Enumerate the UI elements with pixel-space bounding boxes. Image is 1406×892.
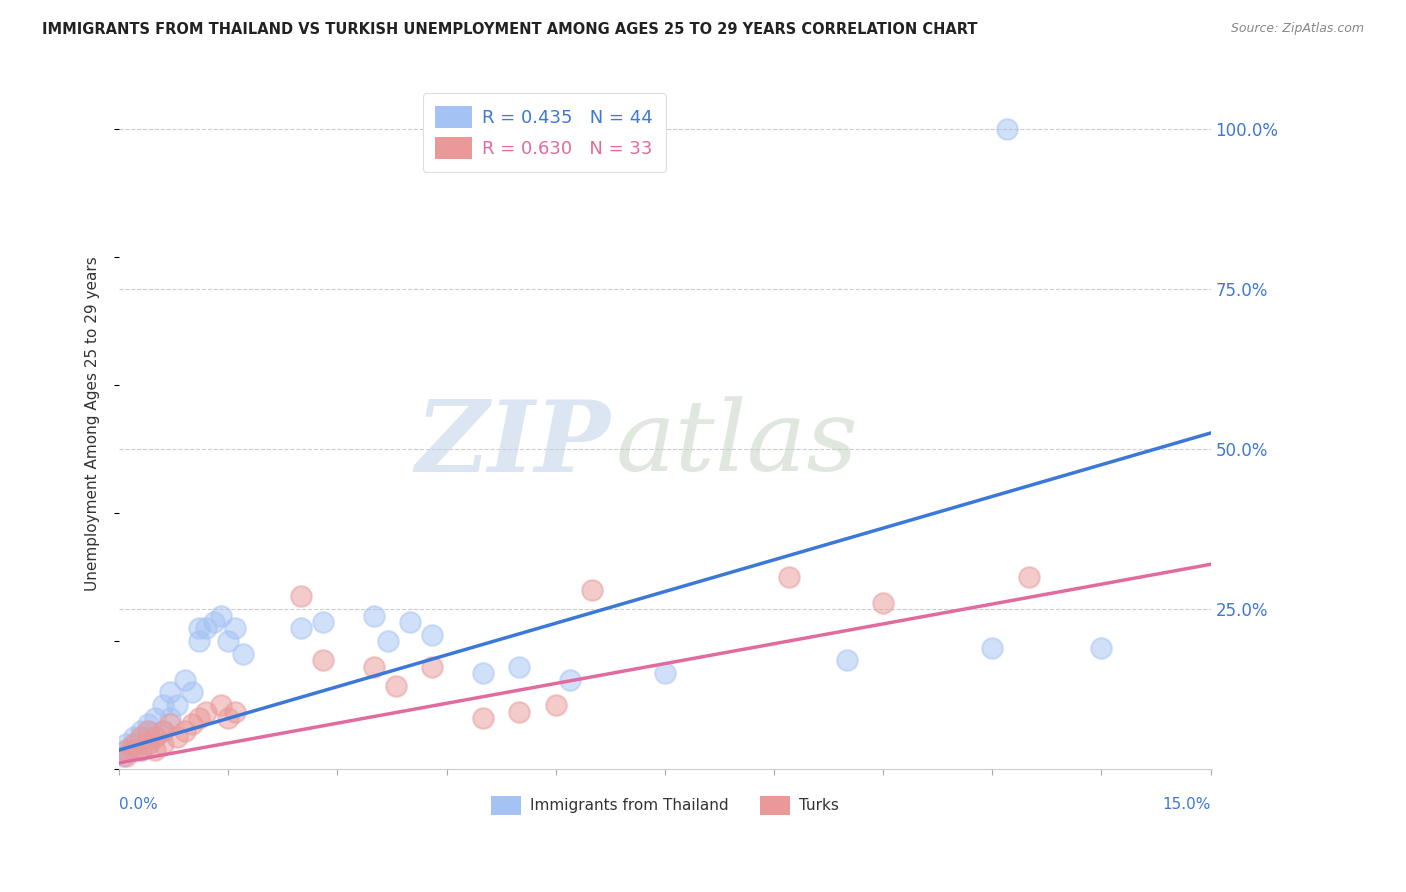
Point <box>471 711 494 725</box>
Point <box>508 705 530 719</box>
Point <box>217 634 239 648</box>
Point <box>173 673 195 687</box>
Point <box>544 698 567 713</box>
Point <box>384 679 406 693</box>
Point <box>115 743 138 757</box>
Point <box>129 743 152 757</box>
Point <box>136 737 159 751</box>
Text: 15.0%: 15.0% <box>1163 797 1211 812</box>
Point <box>995 121 1018 136</box>
Point <box>111 749 134 764</box>
Point <box>145 731 167 745</box>
Point <box>145 731 167 745</box>
Point <box>290 590 312 604</box>
Point <box>115 749 138 764</box>
Text: 0.0%: 0.0% <box>120 797 157 812</box>
Point <box>122 737 145 751</box>
Point <box>152 737 174 751</box>
Point <box>115 743 138 757</box>
Point <box>136 723 159 738</box>
Point <box>654 666 676 681</box>
Point <box>115 737 138 751</box>
Point <box>581 582 603 597</box>
Point <box>312 615 335 629</box>
Point <box>118 743 141 757</box>
Point <box>224 705 246 719</box>
Point <box>180 717 202 731</box>
Point <box>872 596 894 610</box>
Point <box>420 628 443 642</box>
Point <box>471 666 494 681</box>
Point <box>377 634 399 648</box>
Legend: Immigrants from Thailand, Turks: Immigrants from Thailand, Turks <box>481 787 848 824</box>
Point <box>127 737 149 751</box>
Text: IMMIGRANTS FROM THAILAND VS TURKISH UNEMPLOYMENT AMONG AGES 25 TO 29 YEARS CORRE: IMMIGRANTS FROM THAILAND VS TURKISH UNEM… <box>42 22 977 37</box>
Point <box>224 621 246 635</box>
Point <box>159 717 181 731</box>
Point <box>363 608 385 623</box>
Point <box>188 711 211 725</box>
Point <box>399 615 422 629</box>
Point <box>312 653 335 667</box>
Point <box>195 621 218 635</box>
Y-axis label: Unemployment Among Ages 25 to 29 years: Unemployment Among Ages 25 to 29 years <box>86 256 100 591</box>
Point <box>122 737 145 751</box>
Point <box>188 621 211 635</box>
Text: atlas: atlas <box>616 396 859 491</box>
Point <box>166 731 188 745</box>
Point <box>180 685 202 699</box>
Point <box>129 731 152 745</box>
Point <box>981 640 1004 655</box>
Point <box>1090 640 1112 655</box>
Point <box>122 743 145 757</box>
Point <box>232 647 254 661</box>
Point <box>145 711 167 725</box>
Point <box>508 660 530 674</box>
Point <box>159 685 181 699</box>
Point <box>152 723 174 738</box>
Point <box>129 743 152 757</box>
Point <box>835 653 858 667</box>
Point <box>560 673 582 687</box>
Point <box>420 660 443 674</box>
Point <box>136 717 159 731</box>
Point <box>145 743 167 757</box>
Text: Source: ZipAtlas.com: Source: ZipAtlas.com <box>1230 22 1364 36</box>
Point <box>173 723 195 738</box>
Point <box>188 634 211 648</box>
Text: ZIP: ZIP <box>415 396 610 492</box>
Point <box>217 711 239 725</box>
Point <box>159 711 181 725</box>
Point <box>290 621 312 635</box>
Point <box>152 698 174 713</box>
Point <box>1018 570 1040 584</box>
Point <box>778 570 800 584</box>
Point <box>209 698 232 713</box>
Point <box>122 731 145 745</box>
Point <box>129 723 152 738</box>
Point <box>129 731 152 745</box>
Point <box>363 660 385 674</box>
Point <box>209 608 232 623</box>
Point <box>136 737 159 751</box>
Point <box>152 723 174 738</box>
Point <box>202 615 225 629</box>
Point <box>195 705 218 719</box>
Point <box>166 698 188 713</box>
Point <box>136 723 159 738</box>
